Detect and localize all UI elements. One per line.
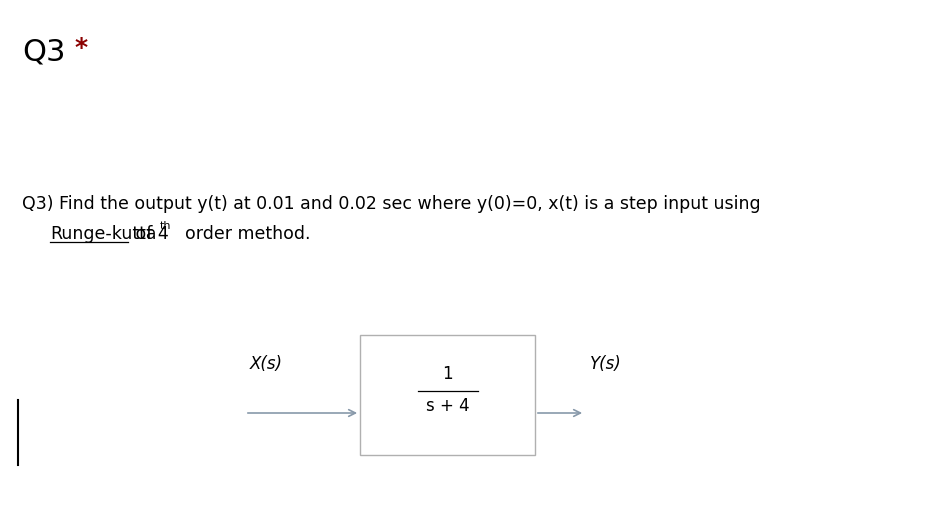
Text: Q3: Q3	[22, 38, 65, 67]
Text: Y(s): Y(s)	[590, 355, 622, 373]
Text: Runge-kutta: Runge-kutta	[50, 225, 156, 243]
Text: *: *	[74, 36, 87, 60]
Text: order method.: order method.	[174, 225, 310, 243]
Text: Q3) Find the output y(t) at 0.01 and 0.02 sec where y(0)=0, x(t) is a step input: Q3) Find the output y(t) at 0.01 and 0.0…	[22, 195, 761, 213]
Text: s + 4: s + 4	[426, 397, 469, 415]
Bar	[360, 335, 535, 455]
Text: of 4: of 4	[130, 225, 168, 243]
Text: 1: 1	[442, 365, 453, 383]
Text: th: th	[160, 221, 171, 231]
Text: X(s): X(s)	[250, 355, 283, 373]
